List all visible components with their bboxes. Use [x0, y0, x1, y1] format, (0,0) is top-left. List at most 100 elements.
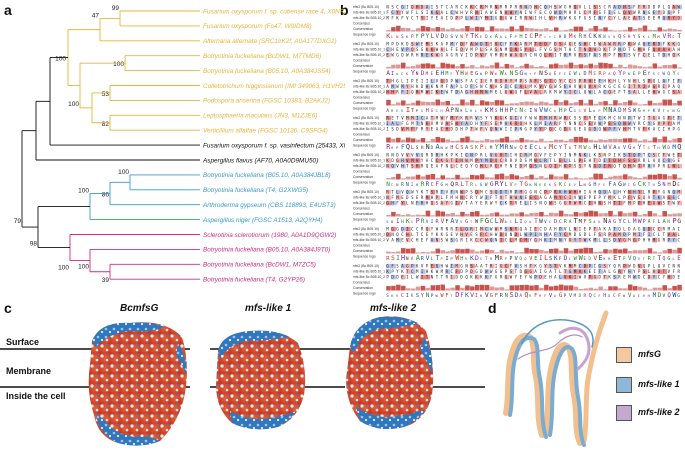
alignment-residue: M	[426, 195, 429, 200]
conservation-bar	[396, 102, 401, 106]
sequence-logo-glyph: I	[485, 146, 487, 150]
sequence-logo-glyph: V	[628, 293, 632, 299]
alignment-residue: A	[638, 41, 641, 46]
alignment-residue: M	[628, 237, 631, 242]
alignment-cell	[622, 121, 628, 126]
alignment-residue: D	[406, 41, 409, 46]
alignment-residue: V	[401, 47, 404, 52]
alignment-residue: R	[485, 200, 488, 205]
alignment-residue: K	[431, 47, 434, 52]
alignment-residue: P	[608, 126, 611, 131]
alignment-cell	[405, 152, 411, 158]
alignment-residue: P	[673, 10, 676, 15]
conservation-bar	[509, 250, 515, 254]
conservation-bar	[657, 27, 663, 32]
alignment-cell	[479, 4, 485, 10]
alignment-cell	[469, 84, 475, 89]
conservation-bar	[578, 26, 584, 32]
alignment-residue: R	[663, 163, 666, 168]
sequence-logo-glyph: N	[672, 109, 674, 113]
conservation-bar	[396, 64, 401, 69]
sequence-logo-glyph: E	[584, 256, 587, 261]
alignment-cell	[632, 15, 638, 21]
sequence-logo-glyph: R	[648, 256, 652, 262]
alignment-residue: D	[663, 52, 666, 57]
conservation-bar	[435, 67, 441, 69]
alignment-residue: F	[510, 41, 513, 46]
sequence-logo-glyph: N	[406, 256, 409, 262]
sequence-logo-glyph: V	[658, 108, 661, 114]
sequence-logo-glyph: R	[667, 32, 671, 40]
alignment-residue: L	[653, 263, 656, 268]
sequence-logo-glyph: M	[633, 146, 635, 150]
alignment-cell	[509, 41, 515, 47]
alignment-residue: G	[495, 269, 498, 274]
tree-leaf-label: Podospora anserina (FGSC 10383, B2AKJ2)	[203, 98, 330, 105]
alignment-cell	[509, 200, 515, 206]
alignment-cell	[667, 163, 673, 169]
alignment-residue: V	[628, 10, 631, 15]
alignment-cell	[598, 121, 604, 126]
conservation-bar	[391, 252, 396, 254]
alignment-residue: L	[446, 47, 449, 52]
alignment-residue: F	[490, 195, 493, 200]
alignment-residue: D	[396, 152, 399, 157]
alignment-row-label: Sequence logo	[353, 107, 376, 111]
alignment-residue: Q	[539, 52, 542, 57]
alignment-residue: H	[525, 121, 528, 126]
alignment-residue: D	[599, 274, 602, 279]
sequence-logo-glyph: L	[475, 109, 477, 113]
alignment-residue: G	[465, 89, 468, 94]
sequence-logo-glyph: G	[588, 146, 590, 150]
alignment-residue: A	[599, 89, 602, 94]
alignment-residue: G	[648, 10, 651, 15]
alignment-cell	[494, 78, 500, 84]
alignment-cell	[440, 200, 446, 206]
alignment-residue: N	[431, 274, 434, 279]
alignment-residue: F	[579, 52, 582, 57]
alignment-cell	[583, 152, 589, 158]
alignment-residue: V	[633, 52, 636, 57]
alignment-residue: P	[628, 232, 631, 237]
conservation-bar	[499, 214, 505, 217]
alignment-row-label: Conservation	[353, 249, 373, 253]
alignment-residue: A	[490, 47, 493, 52]
alignment-cell	[494, 158, 500, 163]
alignment-residue: D	[391, 158, 394, 163]
structure-bcmfsg	[88, 322, 187, 446]
alignment-residue: Y	[608, 263, 611, 268]
sequence-logo-glyph: H	[480, 294, 482, 298]
alignment-residue: Q	[406, 189, 409, 194]
sequence-logo-glyph: C	[534, 145, 537, 151]
alignment-residue: M	[386, 41, 389, 46]
alignment-residue: T	[554, 269, 557, 274]
sequence-logo-glyph: A	[495, 34, 498, 40]
conservation-bar	[539, 249, 544, 254]
alignment-residue: M	[495, 52, 498, 57]
tree-leaf-label: Colletotrichum higginsianum (IMI 349063,…	[203, 83, 345, 90]
alignment-residue: S	[643, 78, 646, 83]
alignment-residue: F	[411, 126, 414, 131]
sequence-logo-glyph: I	[396, 254, 400, 262]
alignment-residue: R	[505, 158, 508, 163]
alignment-residue: K	[401, 269, 404, 274]
alignment-residue: P	[658, 4, 661, 9]
alignment-row-label: mfs-like Bc B05.10_2	[353, 90, 385, 94]
sequence-logo-glyph: V	[593, 254, 597, 262]
sequence-logo-glyph: T	[677, 32, 681, 40]
sequence-logo-glyph: S	[658, 182, 662, 188]
conservation-bar	[672, 138, 677, 143]
conservation-bar	[475, 284, 480, 291]
alignment-residue: L	[396, 189, 399, 194]
sequence-logo-glyph: R	[421, 218, 425, 225]
alignment-residue: V	[386, 237, 389, 242]
alignment-cell	[390, 200, 396, 206]
alignment-residue: E	[608, 121, 611, 126]
alignment-residue: P	[648, 263, 651, 268]
conservation-bar	[623, 102, 628, 106]
conservation-bar	[623, 248, 628, 254]
alignment-residue: Q	[465, 163, 468, 168]
alignment-residue: H	[510, 195, 513, 200]
alignment-cell	[612, 158, 618, 163]
sequence-logo-glyph: G	[421, 109, 423, 113]
